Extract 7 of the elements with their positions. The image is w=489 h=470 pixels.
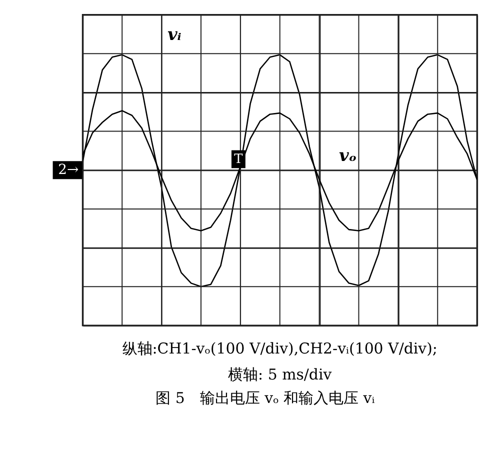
text: 图 5 输出电压 vₒ 和输入电压 vᵢ xyxy=(156,389,375,408)
text: 2→ xyxy=(58,162,79,178)
text: vᵢ xyxy=(167,24,182,44)
annotation: T xyxy=(234,152,244,168)
text: 横轴: 5 ms/div xyxy=(228,365,332,384)
series-label: vₒ xyxy=(339,145,357,166)
text: 纵轴:CH1-vₒ(100 V/div),CH2-vᵢ(100 V/div); xyxy=(122,339,438,358)
